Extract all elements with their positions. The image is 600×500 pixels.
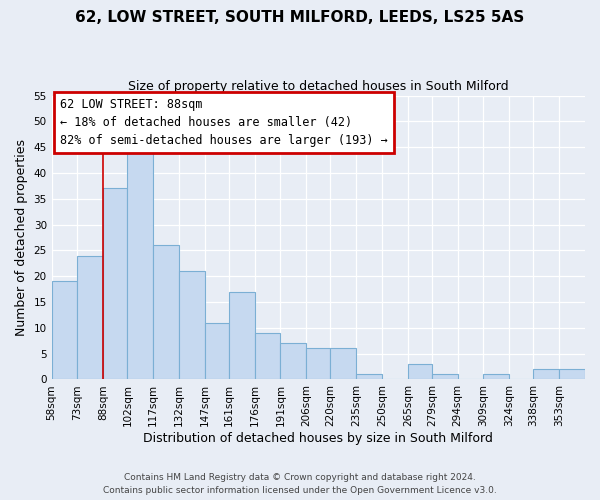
Bar <box>179 271 205 380</box>
Bar <box>559 369 585 380</box>
Bar <box>432 374 458 380</box>
Bar <box>484 374 509 380</box>
Bar <box>127 152 153 380</box>
Bar <box>52 282 77 380</box>
Bar <box>103 188 127 380</box>
Text: 62, LOW STREET, SOUTH MILFORD, LEEDS, LS25 5AS: 62, LOW STREET, SOUTH MILFORD, LEEDS, LS… <box>76 10 524 25</box>
X-axis label: Distribution of detached houses by size in South Milford: Distribution of detached houses by size … <box>143 432 493 445</box>
Text: Contains HM Land Registry data © Crown copyright and database right 2024.
Contai: Contains HM Land Registry data © Crown c… <box>103 474 497 495</box>
Bar <box>153 245 179 380</box>
Bar <box>280 344 306 380</box>
Bar <box>229 292 254 380</box>
Bar <box>356 374 382 380</box>
Bar <box>306 348 331 380</box>
Bar <box>254 333 280 380</box>
Y-axis label: Number of detached properties: Number of detached properties <box>15 139 28 336</box>
Bar <box>408 364 432 380</box>
Bar <box>533 369 559 380</box>
Bar <box>77 256 103 380</box>
Bar <box>331 348 356 380</box>
Bar <box>205 322 229 380</box>
Text: 62 LOW STREET: 88sqm
← 18% of detached houses are smaller (42)
82% of semi-detac: 62 LOW STREET: 88sqm ← 18% of detached h… <box>60 98 388 147</box>
Title: Size of property relative to detached houses in South Milford: Size of property relative to detached ho… <box>128 80 509 93</box>
